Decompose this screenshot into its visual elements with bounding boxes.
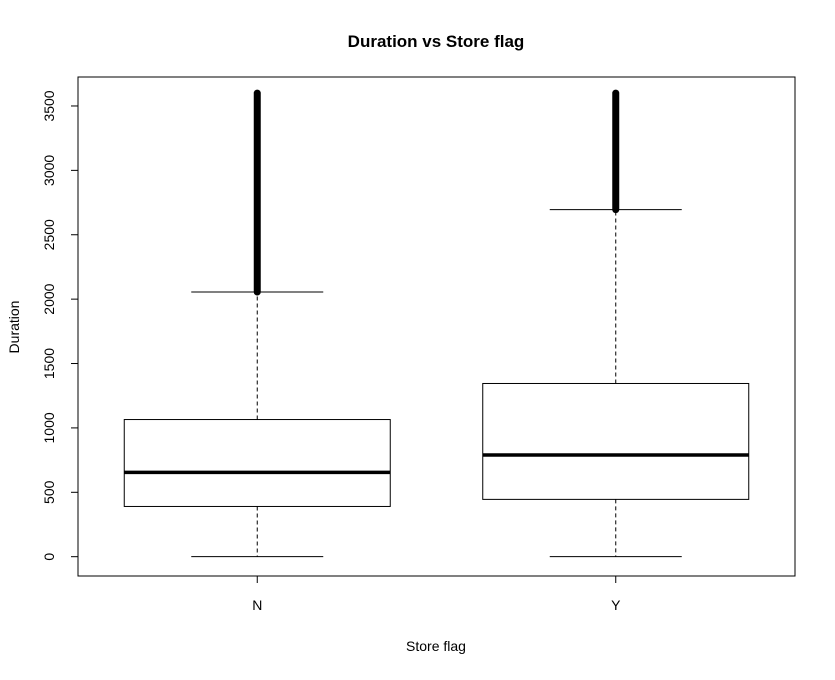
chart-title: Duration vs Store flag	[348, 32, 525, 51]
box-iqr	[123, 419, 391, 507]
y-tick-label: 2000	[41, 283, 57, 314]
y-tick-label: 0	[41, 553, 57, 561]
y-axis: 0 500 1000 1500 2000 2500 3000 3500	[41, 90, 79, 561]
x-axis-label: Store flag	[406, 638, 466, 654]
y-tick-label: 2500	[41, 219, 57, 250]
boxes	[123, 89, 750, 558]
y-tick-label: 3500	[41, 90, 57, 121]
y-tick-label: 1500	[41, 348, 57, 379]
box-N	[123, 89, 391, 558]
y-axis-label: Duration	[6, 301, 22, 354]
x-tick-label: N	[252, 597, 262, 613]
box-iqr	[482, 382, 750, 500]
x-tick-label: Y	[611, 597, 621, 613]
box-Y	[482, 89, 750, 558]
y-tick-label: 500	[41, 480, 57, 504]
y-tick-label: 1000	[41, 412, 57, 443]
y-tick-label: 3000	[41, 155, 57, 186]
